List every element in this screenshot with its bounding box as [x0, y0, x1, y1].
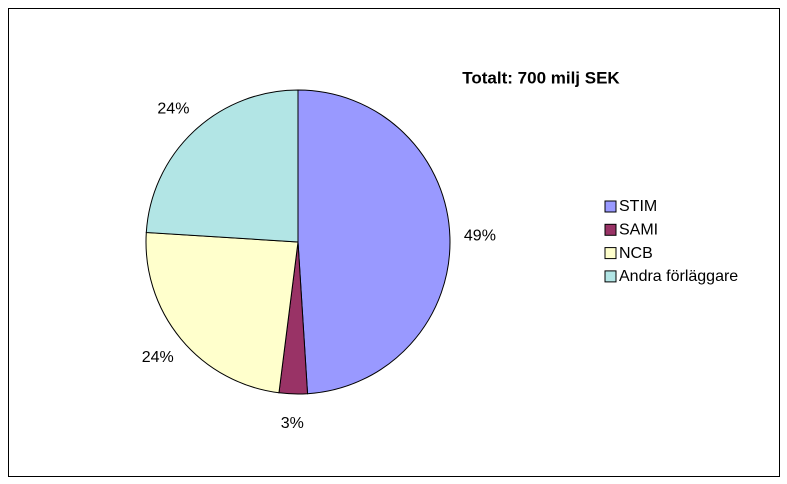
legend-label: Andra förläggare [619, 268, 738, 285]
data-label: 3% [281, 415, 304, 432]
pie-slice [145, 231, 299, 394]
legend-swatch [604, 270, 617, 283]
data-label: 24% [142, 349, 174, 366]
legend-swatch [604, 223, 617, 236]
pie-slice [145, 89, 299, 243]
legend-swatch [604, 200, 617, 213]
chart-title: Totalt: 700 milj SEK [462, 68, 620, 87]
legend-label: NCB [619, 245, 653, 262]
data-label: 49% [464, 228, 496, 245]
legend-label: SAMI [619, 222, 658, 239]
legend-swatch [604, 247, 617, 260]
legend-label: STIM [619, 198, 657, 215]
data-label: 24% [157, 101, 189, 118]
pie-slice [297, 89, 451, 395]
